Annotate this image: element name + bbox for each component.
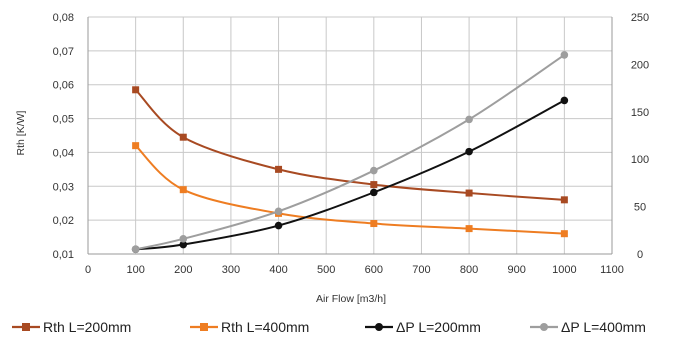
data-point: [465, 115, 473, 124]
x-axis-label: Air Flow [m3/h]: [316, 293, 386, 305]
data-point: [370, 220, 378, 228]
data-point: [465, 147, 473, 156]
data-point: [274, 221, 283, 230]
y2-tick-label: 50: [634, 202, 646, 214]
legend-item: Rth L=400mm: [190, 319, 309, 335]
data-point: [370, 181, 378, 189]
legend-marker: [375, 323, 383, 331]
data-point: [465, 189, 473, 197]
data-point: [370, 166, 378, 175]
y-tick-label: 0,01: [53, 249, 74, 261]
legend-item: ΔP L=400mm: [530, 319, 646, 335]
x-tick-label: 500: [317, 264, 335, 276]
x-tick-label: 600: [365, 264, 383, 276]
data-point: [179, 240, 188, 249]
legend-marker: [200, 323, 208, 331]
legend-item: ΔP L=200mm: [365, 319, 481, 335]
data-point: [560, 96, 569, 105]
y2-tick-label: 250: [631, 12, 649, 24]
legend-label: Rth L=400mm: [221, 319, 309, 335]
x-tick-label: 1000: [552, 264, 576, 276]
x-tick-labels: 0 100 200 300 400 500 600 700 800 900 1000 1100: [85, 264, 624, 276]
y-tick-label: 0,02: [53, 215, 74, 227]
data-point: [179, 235, 188, 243]
x-tick-label: 900: [508, 264, 526, 276]
x-tick-label: 100: [126, 264, 144, 276]
x-tick-label: 700: [412, 264, 430, 276]
series-line: [135, 99, 565, 251]
data-point: [560, 230, 568, 238]
series-rth-l-400mm: [132, 142, 568, 238]
y2-tick-labels: 0 50 100 150 200 250: [631, 12, 649, 261]
y-tick-labels: 0,01 0,02 0,03 0,04 0,05 0,06 0,07 0,08: [53, 12, 74, 261]
y-axis-label: Rth [K/W]: [15, 110, 27, 155]
legend: Rth L=200mm Rth L=400mm ΔP L=200mm ΔP L=400…: [12, 319, 646, 335]
x-tick-label: 400: [269, 264, 287, 276]
legend-marker: [540, 323, 548, 331]
data-point: [560, 51, 569, 59]
x-tick-label: 200: [174, 264, 192, 276]
series-line: [134, 89, 565, 201]
data-point: [370, 188, 378, 197]
x-tick-label: 300: [222, 264, 240, 276]
series-rth-l-200mm: [132, 86, 568, 204]
legend-label: ΔP L=200mm: [396, 319, 481, 335]
data-point: [465, 225, 473, 233]
y-tick-label: 0,04: [53, 147, 74, 159]
y-tick-label: 0,07: [53, 46, 74, 58]
legend-item: Rth L=200mm: [12, 319, 131, 335]
x-tick-label: 0: [85, 264, 91, 276]
data-point: [275, 165, 283, 173]
plot-frame: [87, 17, 613, 255]
data-point: [132, 142, 140, 150]
legend-label: ΔP L=400mm: [561, 319, 646, 335]
y2-tick-label: 100: [631, 154, 649, 166]
data-point: [179, 133, 187, 141]
data-point: [131, 245, 140, 254]
series-layer: [131, 51, 569, 254]
data-point: [132, 86, 140, 94]
y-tick-label: 0,03: [53, 181, 74, 193]
series-p-l-400mm: [131, 51, 569, 254]
data-point: [560, 196, 568, 204]
x-tick-label: 1100: [600, 264, 624, 276]
y2-tick-label: 150: [631, 107, 649, 119]
y-tick-label: 0,05: [53, 114, 74, 126]
x-tick-label: 800: [460, 264, 478, 276]
y-tick-label: 0,08: [53, 12, 74, 24]
y2-tick-label: 0: [637, 249, 643, 261]
legend-label: Rth L=200mm: [43, 319, 131, 335]
grid: [88, 16, 613, 254]
y-tick-label: 0,06: [53, 80, 74, 92]
data-point: [274, 207, 283, 216]
legend-marker: [22, 323, 30, 331]
y2-tick-label: 200: [631, 59, 649, 71]
data-point: [179, 186, 187, 194]
